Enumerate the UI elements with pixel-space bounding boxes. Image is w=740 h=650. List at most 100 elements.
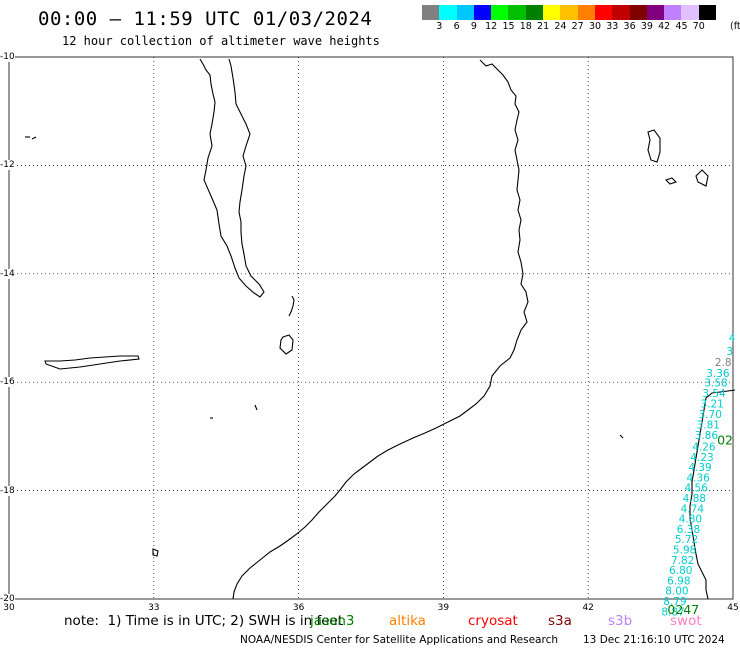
colorbar-label: 12 (485, 21, 498, 32)
colorbar-label: 39 (640, 21, 653, 32)
mozambique-coast (232, 59, 529, 600)
wave-height-label: 6.38 (677, 524, 700, 536)
map-grid (9, 57, 733, 599)
altimeter-track: 432.83.363.583.543.213.703.813.864.264.2… (661, 333, 735, 619)
wave-height-label: 8.00 (665, 586, 688, 598)
longitude-tick-label: 39 (437, 603, 450, 613)
wave-height-label: 3.58 (704, 378, 727, 390)
colorbar-swatch (698, 5, 717, 20)
wave-height-label: 4.80 (679, 514, 702, 526)
lake-islet (288, 295, 295, 317)
madagascar-coast (689, 389, 736, 600)
latitude-tick-label: -12 (0, 160, 15, 171)
colorbar-label: 42 (658, 21, 671, 32)
longitude-tick-label: 36 (292, 603, 305, 613)
wave-height-label: 6.80 (669, 565, 692, 577)
colorbar-label: 33 (606, 21, 619, 32)
wave-height-label: 4.23 (690, 452, 713, 464)
wave-height-label: 6.98 (667, 575, 690, 587)
longitude-tick-label: 45 (727, 603, 739, 613)
moheli (664, 177, 678, 185)
colorbar-swatch (612, 5, 630, 20)
footer-timestamp: 13 Dec 21:16:10 UTC 2024 (583, 634, 725, 646)
mission-label-cryosat: cryosat (468, 613, 518, 629)
wave-height-label: 4.26 (692, 441, 716, 453)
longitude-tick-label: 30 (3, 603, 15, 613)
latitude-tick-label: -16 (0, 377, 15, 388)
wave-height-label: 4.88 (683, 493, 706, 505)
colorbar-swatch (508, 5, 526, 20)
colorbar-swatch (473, 5, 492, 20)
wave-height-label: 3.54 (702, 388, 726, 400)
longitude-tick-label: 33 (148, 603, 160, 613)
colorbar-swatch (560, 5, 578, 20)
colorbar-swatch (577, 5, 595, 20)
longitude-tick-label: 42 (582, 603, 594, 613)
small-lake (152, 548, 159, 557)
wave-height-label: 5.98 (673, 544, 696, 556)
colorbar-swatch (664, 5, 682, 20)
wave-height-label: 3.81 (697, 419, 720, 431)
latitude-tick-label: -20 (0, 594, 15, 604)
colorbar-label: 27 (571, 21, 584, 32)
mission-label-swot: swot (670, 613, 702, 629)
map-subtitle: 12 hour collection of altimeter wave hei… (62, 34, 380, 48)
colorbar-swatch (439, 5, 457, 20)
wave-height-label: 8.79 (663, 596, 686, 608)
wave-height-label: 3 (726, 346, 733, 358)
colorbar-swatch (525, 5, 544, 20)
note-text: note: 1) Time is in UTC; 2) SWH is in fe… (64, 613, 344, 629)
mission-label-s3a: s3a (548, 613, 572, 629)
small-island (619, 434, 624, 439)
coastlines (25, 58, 736, 600)
wave-height-label: 4.39 (688, 462, 711, 474)
colorbar-label: 18 (519, 21, 532, 32)
map-title: 00:00 – 11:59 UTC 01/03/2024 (38, 8, 373, 30)
wave-height-label: 7.82 (671, 555, 694, 567)
colorbar-swatch (646, 5, 665, 20)
colorbar-label: 3 (436, 21, 443, 32)
lake-chilwa (279, 334, 294, 355)
colorbar-label: 9 (470, 21, 477, 32)
map-frame (8, 56, 734, 600)
wave-height-label: 8.87 (661, 606, 684, 618)
wave-height-label: 4 (729, 333, 736, 345)
colorbar-label: 6 (453, 21, 460, 32)
latitude-tick-label: -18 (0, 485, 15, 496)
colorbar-swatch (594, 5, 613, 20)
wave-height-label: 4.56 (685, 483, 709, 495)
pass-time-label: 02 (717, 433, 733, 448)
colorbar-label: 15 (502, 21, 515, 32)
wave-height-label: 3.21 (700, 399, 723, 411)
colorbar-swatch (681, 5, 699, 20)
grande-comore (647, 129, 661, 163)
lake-cahora-bassa (44, 355, 140, 370)
lake-malawi (199, 58, 265, 298)
small-island (31, 136, 37, 140)
colorbar-label: 24 (554, 21, 567, 32)
mission-label-s3b: s3b (608, 613, 633, 629)
wave-height-label: 2.8 (715, 357, 732, 369)
colorbar-swatch (422, 5, 440, 20)
wave-height-label: 5.72 (675, 534, 698, 546)
mission-label-jason3: jason3 (310, 613, 355, 629)
colorbar-swatch (629, 5, 647, 20)
colorbar-label: 45 (675, 21, 688, 32)
colorbar-swatch (491, 5, 509, 20)
colorbar-swatch (543, 5, 561, 20)
colorbar-swatch (456, 5, 474, 20)
anjouan (695, 169, 709, 187)
colorbar-label: 70 (692, 21, 705, 32)
latitude-tick-label: -14 (0, 268, 15, 279)
colorbar-label: 21 (537, 21, 550, 32)
wave-height-label: 3.70 (699, 409, 722, 421)
wave-height-label: 3.86 (695, 430, 719, 442)
wave-height-label: 4.74 (681, 503, 705, 515)
mission-label-altika: altika (389, 613, 426, 629)
latitude-tick-label: -10 (0, 52, 15, 62)
wave-height-label: 4.36 (686, 472, 710, 484)
colorbar-label: 30 (588, 21, 602, 32)
colorbar-label: 36 (623, 21, 636, 32)
